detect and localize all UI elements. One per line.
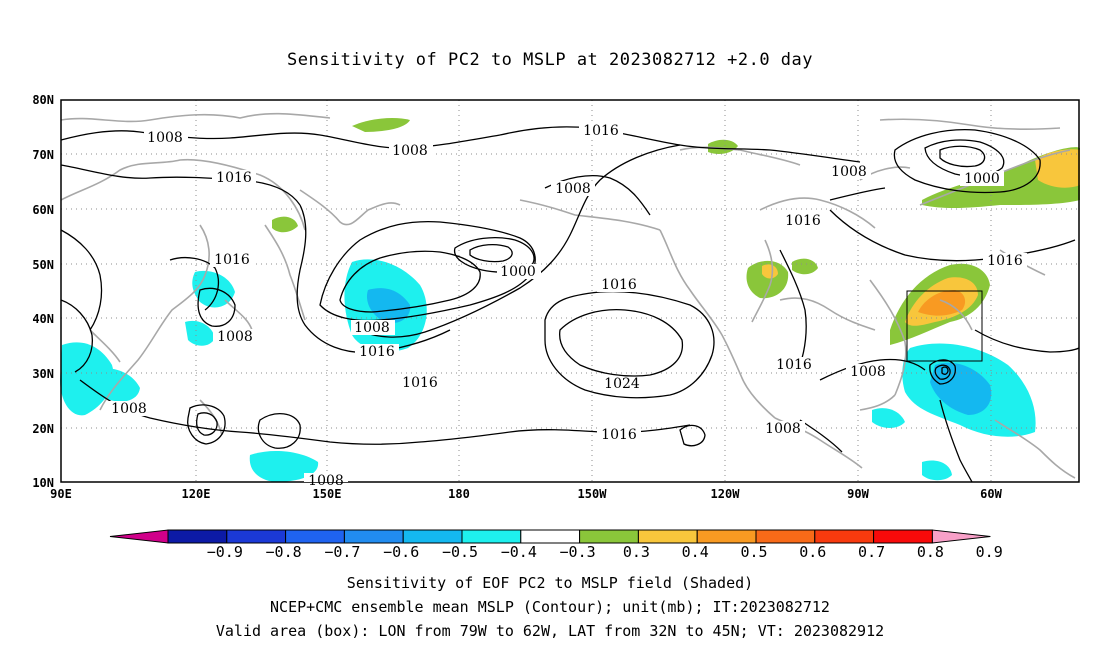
neg-patch-west-pacific-core (366, 288, 411, 324)
colorbar-swatch (873, 529, 933, 544)
contour-label: 1008 (308, 473, 344, 489)
colorbar-swatch (285, 529, 345, 544)
neg-patch-atlantic-core (930, 362, 992, 415)
colorbar-tick-label: 0.4 (682, 543, 709, 561)
lon-label: 60W (980, 487, 1002, 501)
contour-label: 1008 (111, 401, 147, 417)
coastlines (60, 112, 1076, 479)
colorbar-swatch (167, 529, 228, 544)
neg-patch-caribbean (872, 408, 905, 428)
pos-patch-greenland-core (1035, 149, 1080, 188)
caption-line-2: NCEP+CMC ensemble mean MSLP (Contour); u… (270, 598, 830, 616)
neg-patch-south-china (60, 342, 114, 416)
contour-label: 1016 (987, 253, 1023, 269)
contour-label: 1008 (765, 421, 801, 437)
caption-line-3: Valid area (box): LON from 79W to 62W, L… (215, 622, 885, 640)
pos-patch-canada-west-core (762, 264, 778, 279)
contour-label: 1016 (785, 213, 821, 229)
contour-label: 1000 (500, 264, 536, 280)
colorbar-swatch (696, 529, 757, 544)
contour-label: 1016 (214, 252, 250, 268)
lon-label: 90W (847, 487, 869, 501)
lon-label: 150E (313, 487, 342, 501)
contour-label: 1016 (601, 277, 637, 293)
colorbar-swatch (343, 529, 404, 544)
contour-label: 1008 (147, 130, 183, 146)
colorbar-swatch (520, 529, 581, 544)
lat-label: 20N (32, 422, 54, 436)
lon-label: 180 (448, 487, 470, 501)
contour-label: 1016 (216, 170, 252, 186)
lat-label: 50N (32, 258, 54, 272)
contour-label: 1016 (601, 427, 637, 443)
contour-label: 1016 (402, 375, 438, 391)
colorbar-swatch (579, 529, 639, 544)
caption-line-1: Sensitivity of EOF PC2 to MSLP field (Sh… (346, 574, 754, 592)
contour-label: 1008 (354, 320, 390, 336)
colorbar-tick-label: 0.6 (799, 543, 826, 561)
graticule (61, 100, 1079, 482)
contour-label: 1008 (555, 181, 591, 197)
lat-label: 60N (32, 203, 54, 217)
neg-patch-central (249, 450, 319, 482)
contour-label: 1000 (964, 171, 1000, 187)
pos-patch-alaska (708, 139, 738, 154)
colorbar-swatch (226, 529, 287, 544)
contour-label: 1016 (776, 357, 812, 373)
colorbar-swatch (402, 529, 463, 544)
colorbar-swatch (814, 529, 875, 544)
lon-label: 90E (50, 487, 72, 501)
colorbar-swatch (637, 529, 698, 544)
pos-patch-canada-mid (792, 258, 818, 275)
lat-label: 70N (32, 148, 54, 162)
colorbar-tick-label: 0.9 (976, 543, 1003, 561)
colorbar-tick-label: −0.8 (266, 543, 302, 561)
colorbar-tick-label: −0.9 (207, 543, 243, 561)
lat-label: 10N (32, 476, 54, 490)
colorbar-tick-label: 0.5 (740, 543, 767, 561)
figure-title: Sensitivity of PC2 to MSLP at 2023082712… (286, 50, 813, 70)
lat-labels: 80N 70N 60N 50N 40N 30N 20N 10N (32, 93, 54, 490)
map-frame (60, 99, 1080, 483)
lon-label: 120E (182, 487, 211, 501)
contour-label: 1008 (392, 143, 428, 159)
contour-label: 1016 (359, 344, 395, 360)
pos-patch-east-coast-core (918, 290, 966, 316)
lat-label: 40N (32, 312, 54, 326)
colorbar-tick-label: −0.7 (324, 543, 360, 561)
colorbar-tick-label: −0.6 (383, 543, 419, 561)
colorbar-swatch (755, 529, 816, 544)
colorbar-arrow-left (109, 529, 169, 544)
colorbar: −0.9 −0.8 −0.7 −0.6 −0.5 −0.4 −0.3 0.3 0.4 0.5 0.6… (109, 529, 1003, 561)
colorbar-tick-label: 0.8 (917, 543, 944, 561)
mslp-contours (60, 126, 1080, 483)
contour-label: 1008 (850, 364, 886, 380)
lat-label: 80N (32, 93, 54, 107)
lon-label: 150W (578, 487, 608, 501)
valid-area-box (906, 290, 983, 362)
colorbar-tick-label: 0.7 (858, 543, 885, 561)
pos-patch-arctic (352, 118, 410, 132)
pos-patch-kamchatka (272, 216, 298, 233)
colorbar-arrow-right (931, 529, 991, 544)
lat-label: 30N (32, 367, 54, 381)
contour-labels: 1008 1008 1016 1008 1016 1016 1016 1008 … (107, 123, 1027, 489)
contour-label: 1016 (583, 123, 619, 139)
contour-label: 1008 (831, 164, 867, 180)
contour-label: 1008 (217, 329, 253, 345)
colorbar-tick-label: −0.5 (442, 543, 478, 561)
neg-patch-south-atlantic (922, 460, 952, 481)
colorbar-tick-label: −0.3 (560, 543, 596, 561)
pos-patch-canada-west (746, 260, 789, 299)
colorbar-swatch (461, 529, 522, 544)
lon-labels: 90E 120E 150E 180 150W 120W 90W 60W (50, 487, 1002, 501)
colorbar-tick-label: −0.4 (501, 543, 537, 561)
contour-label: 1024 (604, 376, 640, 392)
neg-patch-southeast (185, 320, 215, 346)
lon-label: 120W (711, 487, 741, 501)
colorbar-tick-label: 0.3 (623, 543, 650, 561)
